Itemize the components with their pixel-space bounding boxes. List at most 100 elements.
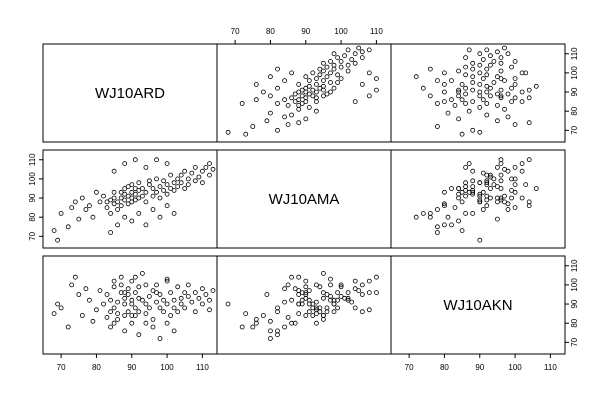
data-point [72, 274, 78, 280]
data-point [118, 203, 124, 209]
data-point [108, 230, 113, 235]
data-point [275, 127, 280, 133]
data-point [132, 313, 138, 318]
data-point [250, 124, 256, 129]
data-point [143, 189, 149, 195]
data-point [498, 68, 504, 74]
data-point [313, 82, 319, 87]
data-point [185, 293, 191, 299]
data-point [207, 172, 212, 178]
data-point [143, 311, 149, 317]
data-point [239, 324, 245, 330]
data-point [487, 186, 493, 191]
data-point [452, 205, 458, 211]
tick-label: 80 [570, 318, 579, 327]
data-point [111, 189, 117, 195]
data-point [459, 131, 465, 137]
data-point [275, 66, 280, 72]
tick-label: 100 [28, 172, 37, 186]
data-point [58, 305, 64, 311]
data-point [509, 187, 515, 193]
data-point [366, 93, 372, 99]
data-point [90, 318, 96, 324]
data-point [136, 210, 142, 216]
data-point [505, 91, 511, 97]
data-point [526, 157, 532, 163]
data-point [470, 187, 476, 193]
data-point [445, 110, 451, 116]
data-point [285, 314, 291, 320]
data-point [289, 274, 295, 280]
data-point [164, 278, 170, 284]
data-point [526, 199, 532, 205]
data-point [199, 168, 205, 174]
data-point [157, 184, 163, 190]
data-point [275, 332, 280, 338]
data-point [285, 282, 291, 288]
data-point [494, 216, 500, 222]
data-point [171, 187, 177, 193]
data-point [366, 47, 372, 53]
data-point [299, 290, 305, 296]
data-point [253, 316, 259, 322]
data-point [306, 105, 312, 110]
data-point [338, 293, 344, 299]
data-point [306, 78, 312, 83]
data-point [498, 93, 504, 99]
data-point [299, 301, 305, 307]
data-point [494, 74, 500, 80]
tick-label: 70 [405, 363, 414, 372]
data-point [533, 186, 539, 191]
data-point [282, 97, 288, 103]
tick-label: 110 [196, 363, 209, 372]
data-point [125, 201, 131, 207]
data-point [494, 195, 500, 201]
data-point [97, 288, 103, 294]
data-point [345, 290, 351, 296]
data-point [519, 70, 525, 76]
data-point [331, 51, 337, 57]
data-point [349, 299, 355, 305]
data-point [164, 191, 170, 197]
data-point [509, 85, 515, 91]
data-point [115, 207, 120, 212]
data-point [470, 99, 476, 104]
data-point [484, 180, 490, 186]
data-point [296, 120, 302, 126]
data-point [225, 129, 231, 135]
data-point [164, 203, 170, 209]
tick-label: 100 [508, 363, 522, 372]
data-point [317, 66, 323, 72]
data-point [150, 316, 156, 322]
data-point [136, 295, 142, 301]
data-point [331, 62, 337, 68]
data-point [505, 114, 511, 120]
data-point [125, 193, 131, 199]
data-point [487, 62, 493, 68]
data-point [303, 313, 309, 318]
data-point [157, 305, 163, 311]
data-point [146, 182, 152, 188]
data-point [505, 168, 511, 174]
data-point [111, 305, 117, 311]
data-point [470, 60, 476, 66]
data-point [129, 278, 135, 284]
data-point [449, 222, 454, 228]
data-point [175, 176, 181, 182]
data-point [136, 195, 142, 201]
data-point [359, 49, 365, 55]
tick-label: 110 [570, 259, 579, 272]
tick-label: 110 [28, 153, 37, 166]
data-point [477, 93, 483, 99]
data-point [342, 295, 348, 301]
data-point [168, 290, 174, 296]
data-point [456, 89, 462, 95]
data-point [445, 214, 451, 220]
data-point [449, 97, 454, 103]
data-point [139, 297, 145, 303]
data-point [456, 116, 462, 122]
data-point [168, 186, 174, 191]
data-point [267, 318, 273, 324]
data-point [463, 91, 469, 97]
tick-label: 90 [127, 363, 136, 372]
